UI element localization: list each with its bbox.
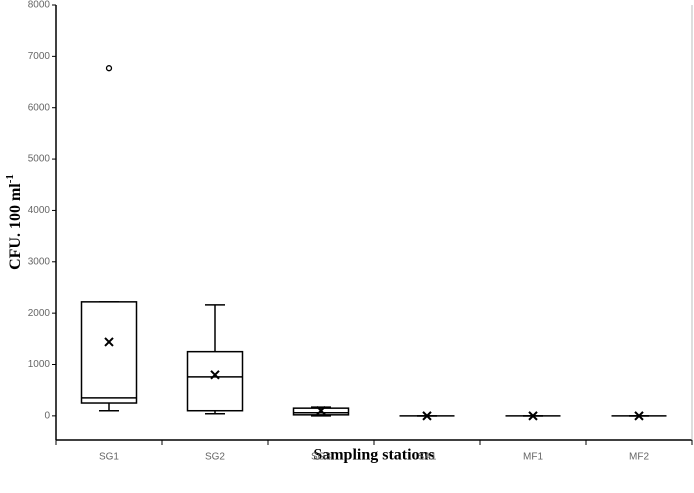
x-axis-title: Sampling stations [313,447,434,464]
y-tick-label: 8000 [28,0,51,11]
mean-marker [210,370,220,380]
y-axis-title-main: CFU. 100 ml [7,183,24,270]
x-tick-label: SG2 [205,452,225,463]
x-tick-label: SG3 [311,452,331,463]
y-tick-label: 2000 [28,308,51,319]
y-tick-label: 3000 [28,256,51,267]
y-tick-label: 4000 [28,205,51,216]
outlier [105,65,113,72]
y-tick-label: 7000 [28,51,51,62]
x-tick-label: MF1 [523,452,543,463]
x-tick-label: SG1 [99,452,119,463]
x-tick-label: MF2 [629,452,649,463]
y-tick-label: 5000 [28,154,51,165]
mean-marker [422,411,432,421]
y-tick-label: 6000 [28,102,51,113]
mean-marker [634,411,644,421]
box [186,350,244,412]
y-tick-label: 1000 [28,359,51,370]
x-tick-label: SA1 [418,452,437,463]
mean-marker [104,337,114,347]
mean-marker [316,406,326,416]
y-tick-label: 0 [44,411,50,422]
mean-marker [528,411,538,421]
y-axis-title: CFU. 100 ml-1 [4,174,24,270]
box [80,301,138,404]
y-axis-title-sup: -1 [4,174,16,183]
